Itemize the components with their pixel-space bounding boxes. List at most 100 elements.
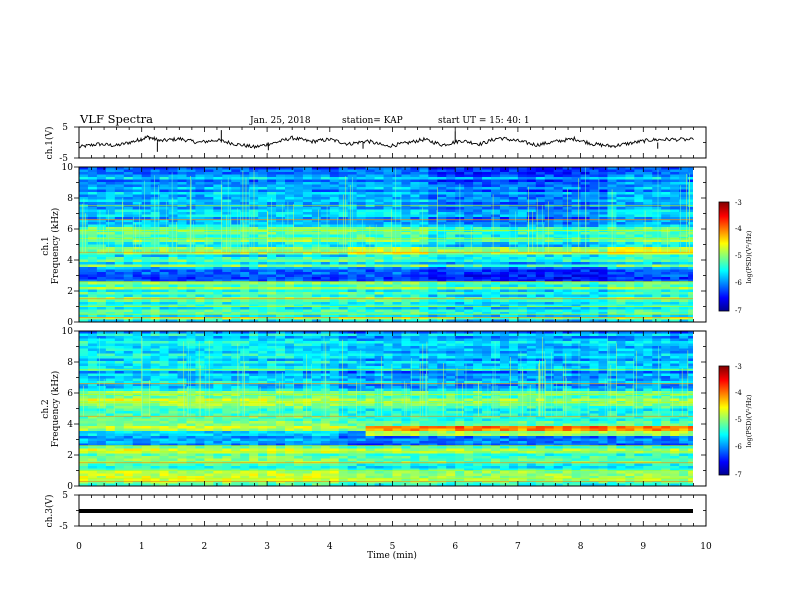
spectrogram-cell: [491, 262, 501, 265]
spectrogram-cell: [634, 302, 644, 305]
spectrogram-cell: [311, 239, 322, 243]
spectrogram-cell: [320, 292, 331, 295]
spectrogram-cell: [177, 199, 187, 203]
spectrogram-cell: [231, 274, 241, 278]
spectrogram-cell: [499, 277, 510, 280]
spectrogram-cell: [311, 174, 322, 178]
spectrogram-cell: [652, 302, 662, 305]
spectrogram-cell: [473, 277, 483, 280]
spectrogram-cell: [410, 209, 420, 213]
spectrogram-cell: [643, 232, 653, 235]
spectrogram-cell: [150, 289, 161, 293]
spectrogram-cell: [553, 274, 564, 278]
spectrogram-cell: [87, 292, 98, 295]
spectrogram-cell: [87, 388, 98, 392]
spectrogram-cell: [168, 217, 178, 220]
spectrogram-cell: [123, 274, 134, 278]
spectrogram-cell: [688, 222, 698, 225]
spectrogram-cell: [419, 272, 429, 275]
spectrogram-cell: [276, 272, 286, 275]
spectrogram-cell: [141, 232, 152, 235]
spectrogram-cell: [562, 259, 573, 263]
spectrogram-cell: [96, 438, 107, 442]
spectrogram-cell: [553, 317, 564, 320]
spectrogram-cell: [79, 351, 89, 354]
spectrogram-cell: [625, 264, 635, 268]
spectrogram-cell: [105, 428, 116, 432]
spectrogram-cell: [652, 174, 662, 178]
spectrogram-cell: [311, 177, 322, 180]
spectrogram-cell: [571, 174, 581, 178]
spectrogram-cell: [679, 199, 689, 203]
spectrogram-cell: [195, 242, 205, 245]
spectrogram-cell: [482, 279, 492, 283]
spectrogram-cell: [87, 302, 98, 305]
spectrogram-cell: [535, 192, 546, 195]
spectrogram-cell: [293, 282, 304, 285]
spectrogram-cell: [571, 259, 581, 263]
spectrogram-cell: [392, 274, 402, 278]
spectrogram-cell: [410, 299, 420, 303]
spectrogram-cell: [392, 197, 402, 200]
spectrogram-cell: [347, 302, 358, 305]
spectrogram-cell: [553, 179, 564, 183]
spectrogram-cell: [177, 214, 187, 218]
spectrogram-cell: [562, 289, 573, 293]
spectrogram-cell: [652, 189, 662, 193]
spectrogram-cell: [670, 247, 680, 250]
spectrogram-cell: [544, 274, 555, 278]
spectrogram-cell: [508, 262, 519, 265]
spectrogram-cell: [688, 264, 698, 268]
spectrogram-cell: [410, 177, 420, 180]
spectrogram-cell: [240, 267, 250, 270]
spectrogram-cell: [679, 279, 689, 283]
spectrogram-cell: [302, 232, 313, 235]
spectrogram-cell: [168, 289, 178, 293]
spectrogram-cell: [508, 309, 519, 313]
spectrogram-cell: [159, 189, 169, 193]
spectrogram-cell: [213, 207, 223, 210]
spectrogram-cell: [96, 406, 107, 409]
spectrogram-cell: [293, 277, 304, 280]
spectrogram-cell: [204, 319, 214, 322]
spectrogram-cell: [87, 358, 98, 362]
spectrogram-cell: [535, 234, 546, 238]
spectrogram-cell: [293, 309, 304, 313]
spectrogram-cell: [526, 249, 537, 253]
spectrogram-cell: [96, 466, 107, 469]
spectrogram-cell: [285, 257, 295, 260]
spectrogram-cell: [473, 252, 483, 255]
spectrogram-cell: [114, 287, 125, 290]
spectrogram-cell: [670, 257, 680, 260]
spectrogram-cell: [661, 287, 671, 290]
spectrogram-cell: [580, 282, 590, 285]
spectrogram-cell: [374, 257, 384, 260]
spectrogram-cell: [141, 319, 152, 322]
spectrogram-cell: [302, 287, 313, 290]
spectrogram-cell: [688, 312, 698, 315]
spectrogram-cell: [204, 254, 214, 258]
spectrogram-cell: [428, 319, 438, 322]
spectrogram-cell: [177, 239, 187, 243]
spectrogram-cell: [195, 244, 205, 248]
spectrogram-cell: [240, 254, 250, 258]
spectrogram-cell: [508, 282, 519, 285]
spectrogram-cell: [455, 177, 465, 180]
spectrogram-cell: [571, 192, 581, 195]
spectrogram-cell: [96, 386, 107, 389]
spectrogram-cell: [141, 282, 152, 285]
spectrogram-cell: [589, 309, 599, 313]
no-data-region: [693, 167, 706, 322]
spectrogram-cell: [150, 254, 161, 258]
spectrogram-cell: [517, 267, 528, 270]
spectrogram-cell: [87, 239, 98, 243]
spectrogram-cell: [311, 289, 322, 293]
spectrogram-cell: [365, 304, 375, 308]
spectrogram-cell: [114, 214, 125, 218]
spectrogram-cell: [598, 199, 608, 203]
colorbar-ch1-tick: -6: [735, 279, 742, 287]
spectrogram-cell: [231, 172, 241, 175]
spectrogram-cell: [320, 167, 331, 170]
spectrogram-cell: [643, 272, 653, 275]
spectrogram-cell: [293, 254, 304, 258]
